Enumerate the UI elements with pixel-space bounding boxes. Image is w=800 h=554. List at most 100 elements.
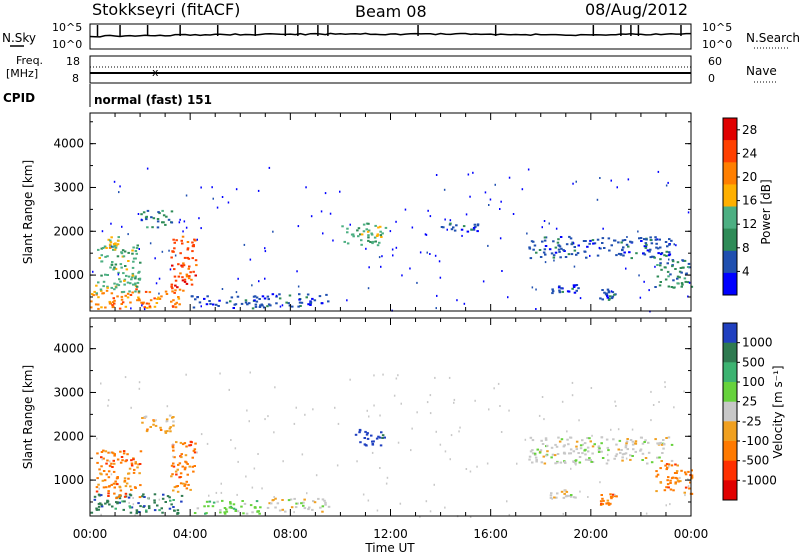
scatter-cell (294, 506, 298, 509)
scatter-cell (573, 249, 577, 252)
scatter-cell (534, 456, 538, 459)
scatter-cell (205, 500, 209, 503)
colorbar-tick-label: 20 (742, 170, 757, 184)
scatter-cell (588, 242, 591, 245)
scatter-cell (126, 281, 130, 284)
scatter-cell (174, 303, 177, 306)
scatter-cell (100, 306, 103, 309)
scatter-cell (538, 414, 541, 417)
scatter-cell (153, 499, 156, 502)
colorbar-tick-label: -100 (742, 434, 769, 448)
scatter-cell (367, 229, 371, 232)
scatter-cell (371, 240, 375, 243)
scatter-cell (665, 486, 668, 489)
colorbar-segment (723, 162, 737, 185)
scatter-cell (134, 277, 137, 280)
scatter-cell (532, 240, 535, 243)
scatter-cell (131, 249, 134, 252)
scatter-cell (690, 476, 694, 479)
scatter-cell (620, 241, 623, 244)
scatter-cell (230, 296, 234, 299)
scatter-cell (575, 445, 578, 448)
scatter-cell (161, 209, 164, 212)
scatter-cell (138, 299, 141, 302)
scatter-cell (365, 433, 369, 436)
scatter-cell (572, 242, 575, 245)
scatter-cell (251, 307, 255, 310)
scatter-cell (469, 470, 472, 473)
scatter-cell (643, 441, 646, 443)
scatter-cell (648, 250, 651, 253)
scatter-cell (380, 236, 383, 238)
colorbar-segment (723, 441, 737, 462)
scatter-cell (120, 298, 124, 301)
scatter-cell (108, 503, 111, 506)
scatter-cell (556, 461, 559, 464)
scatter-cell (281, 304, 284, 307)
scatter-cell (606, 294, 609, 297)
scatter-cell (550, 446, 554, 449)
scatter-cell (248, 420, 250, 423)
scatter-cell (99, 288, 103, 291)
scatter-cell (110, 483, 113, 486)
scatter-cell (673, 243, 675, 246)
scatter-cell (575, 180, 577, 183)
scatter-cell (601, 497, 604, 500)
scatter-cell (660, 252, 664, 254)
scatter-cell (367, 234, 370, 237)
scatter-cell (663, 266, 667, 269)
scatter-cell (554, 246, 558, 249)
scatter-cell (155, 302, 159, 304)
scatter-cell (381, 255, 383, 258)
scatter-cell (551, 497, 553, 500)
scatter-cell (607, 449, 610, 452)
freq-panel: Freq. [MHz] 18 8 60 0 Nave x (6, 54, 778, 85)
scatter-cell (575, 284, 579, 286)
scatter-cell (144, 415, 148, 418)
scatter-cell (462, 225, 466, 228)
scatter-cell (128, 501, 130, 504)
scatter-cell (667, 181, 669, 184)
scatter-cell (553, 259, 555, 262)
scatter-cell (346, 231, 349, 234)
scatter-cell (249, 258, 252, 261)
scatter-cell (680, 469, 683, 472)
scatter-cell (444, 218, 446, 221)
scatter-cell (558, 250, 561, 253)
scatter-cell (179, 252, 182, 255)
scatter-cell (96, 437, 98, 440)
scatter-cell (153, 509, 157, 512)
scatter-cell (182, 289, 185, 292)
scatter-cell (120, 252, 124, 255)
scatter-cell (97, 502, 101, 505)
scatter-cell (165, 215, 168, 218)
colorbar-segment (723, 460, 737, 481)
y-tick-label: 2000 (53, 429, 84, 443)
scatter-cell (687, 295, 689, 298)
scatter-cell (429, 253, 431, 255)
scatter-cell (381, 232, 384, 235)
scatter-cell (173, 241, 176, 244)
nave-tick-bottom: 0 (708, 72, 715, 85)
scatter-cell (184, 483, 187, 486)
scatter-cell (612, 493, 615, 496)
scatter-cell (130, 488, 133, 491)
scatter-cell (157, 296, 160, 299)
scatter-cell (546, 444, 549, 447)
scatter-cell (100, 289, 103, 292)
scatter-cell (107, 490, 110, 493)
scatter-cell (109, 465, 112, 468)
scatter-cell (601, 457, 605, 459)
scatter-cell (131, 252, 134, 255)
scatter-cell (409, 267, 411, 270)
scatter-cell (134, 514, 136, 517)
scatter-cell (617, 241, 620, 244)
scatter-cell (360, 233, 364, 236)
scatter-cell (629, 439, 633, 441)
scatter-cell (373, 404, 375, 407)
scatter-cell (110, 263, 114, 266)
scatter-cell (354, 433, 358, 436)
scatter-cell (529, 436, 533, 439)
scatter-cell (172, 489, 175, 492)
scatter-cell (429, 394, 432, 397)
